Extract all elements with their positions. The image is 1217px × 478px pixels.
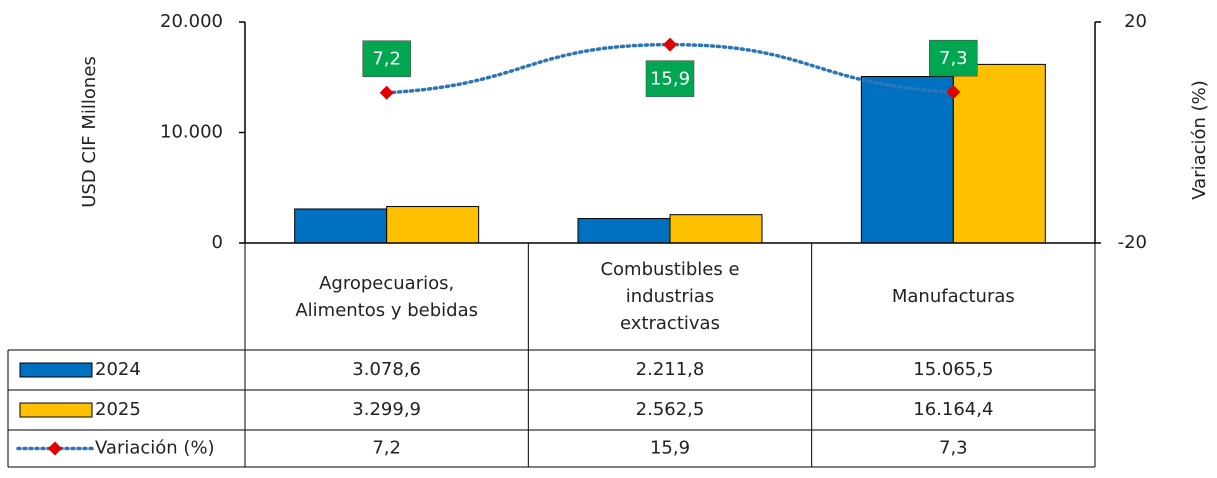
category-cell: Combustibles e industrias extractivas [600,259,740,334]
bar [860,76,954,244]
x-tick-label: Manufacturas [891,286,1015,307]
table-value: 15,9 [650,438,690,459]
category-cell: Agropecuarios, Alimentos y bebidas [295,272,478,321]
data-label: 15,9 [650,69,690,90]
table-value: 16.164,4 [913,399,993,420]
table-value: 2.211,8 [636,359,705,380]
data-label-box [929,39,978,77]
y-axis-label: USD CIF Millones [79,56,100,208]
table-value: 7,2 [372,438,401,459]
marker [379,85,394,100]
table-value: 15.065,5 [913,359,993,380]
marker [663,37,677,52]
data-label: 7,2 [372,49,401,70]
table-value: 3.299,9 [352,399,421,420]
x-tick-label: Combustibles e industrias extractivas [600,259,740,334]
y-tick-label: 0 [212,232,223,253]
bar [952,63,1046,244]
data-label-box [645,60,695,97]
bar [386,206,480,244]
legend-swatch [19,402,93,418]
data-label-box [362,40,411,77]
marker [946,85,961,100]
y2-tick-label: 20 [1124,11,1147,32]
x-tick-label: Agropecuarios, Alimentos y bebidas [295,272,478,321]
bar [577,218,671,244]
y-tick-label: 20.000 [160,11,223,32]
legend-label: 2025 [95,399,141,420]
y2-tick-label: -20 [1118,232,1147,253]
table-value: 3.078,6 [352,359,421,380]
bar [294,208,388,244]
legend-label: 2024 [95,359,141,380]
legend-label: Variación (%) [95,438,215,459]
legend-swatch [19,362,93,378]
y2-axis-label: Variación (%) [1189,80,1210,200]
category-cell: Manufacturas [891,286,1015,307]
bar [669,214,763,244]
table-value: 2.562,5 [636,399,705,420]
legend-marker [48,441,62,456]
data-label: 7,3 [939,48,968,69]
y-tick-label: 10.000 [160,122,223,143]
table-value: 7,3 [939,438,968,459]
